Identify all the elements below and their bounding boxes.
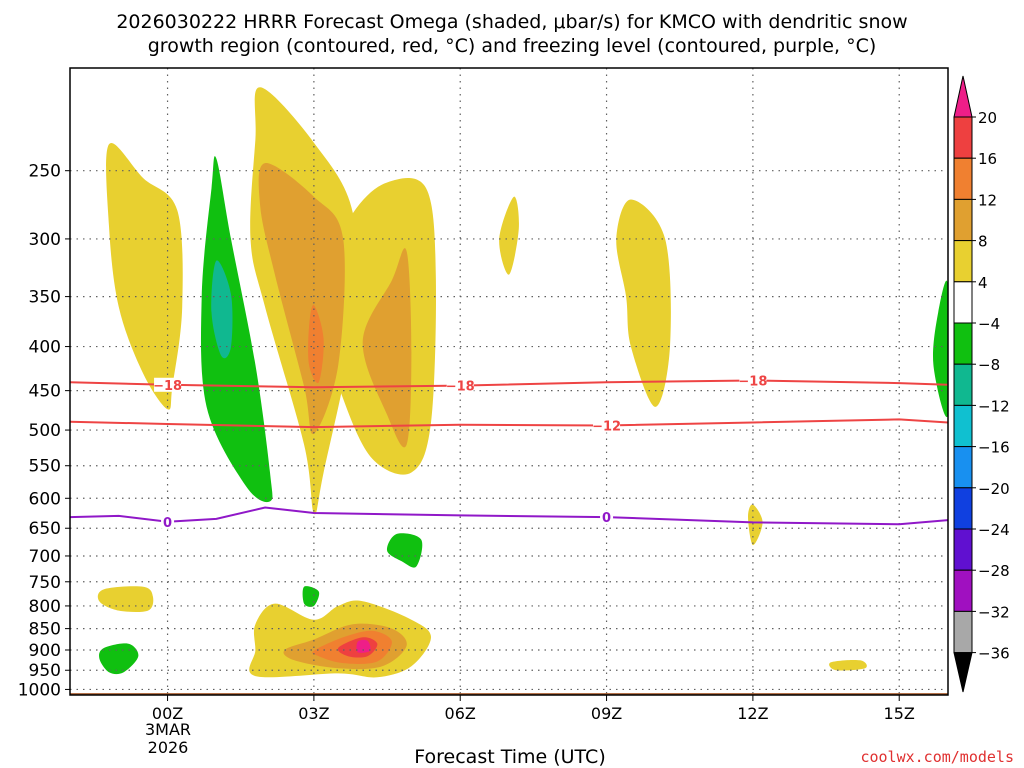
dgz-minus18-label-1: −18	[446, 380, 475, 395]
colorbar-segment-5	[953, 322, 973, 365]
colorbar-label-3: 8	[978, 233, 988, 251]
colorbar-label-13: −36	[978, 645, 1010, 663]
x-tick-label-15Z: 15Z	[884, 704, 915, 723]
y-tick-label-400: 400	[29, 338, 61, 358]
colorbar-segment-10	[953, 528, 973, 571]
omega-blob-13	[386, 533, 423, 568]
colorbar-top-arrow	[953, 75, 973, 118]
dgz-minus18-label-bg-1	[446, 378, 474, 393]
colorbar-segment-7	[953, 404, 973, 448]
dgz-minus12-line	[70, 418, 948, 429]
x-tick-label-00Z: 00Z	[152, 704, 183, 723]
omega-blob-9	[499, 196, 519, 275]
dgz-minus18-label-2: −18	[738, 375, 767, 390]
dgz-minus18-label-bg-2	[739, 373, 767, 388]
y-tick-label-300: 300	[29, 230, 61, 250]
colorbar-label-0: 20	[978, 109, 997, 127]
y-tick-label-950: 950	[29, 661, 61, 681]
colorbar-segment-11	[953, 569, 973, 612]
colorbar-segment-8	[953, 446, 973, 489]
colorbar-segment-2	[953, 198, 973, 242]
dgz-minus12-label-bg-0	[593, 418, 621, 433]
y-tick-label-1000: 1000	[18, 680, 61, 700]
colorbar-label-12: −32	[978, 603, 1010, 621]
omega-blob-21	[356, 639, 371, 653]
freezing-level-0-label-bg-0	[161, 514, 175, 529]
freezing-level-0-label-bg-1	[600, 510, 614, 525]
omega-blob-12	[933, 280, 948, 418]
omega-blob-15	[99, 643, 139, 675]
plot-area: −18 −18 −18 −12 0 0	[69, 67, 949, 696]
colorbar-segment-1	[953, 157, 973, 200]
colorbar-label-10: −24	[978, 521, 1010, 539]
y-axis: 2503003504004505005506006507007508008509…	[18, 162, 70, 700]
colorbar-segment-4	[953, 281, 973, 324]
colorbar-label-4: 4	[978, 274, 988, 292]
chart-title-line-1: 2026030222 HRRR Forecast Omega (shaded, …	[116, 11, 907, 33]
credit-label: coolwx.com/models	[860, 748, 1014, 766]
x-axis-title: Forecast Time (UTC)	[414, 746, 605, 768]
omega-blob-14	[97, 586, 154, 613]
omega-shading	[97, 87, 948, 678]
omega-blob-3	[211, 260, 233, 359]
y-tick-label-700: 700	[29, 547, 61, 567]
y-tick-label-450: 450	[29, 382, 61, 402]
omega-blob-7	[362, 248, 412, 448]
colorbar-segment-6	[953, 363, 973, 406]
date-label-year: 2026	[148, 738, 189, 757]
terrain-ground	[70, 693, 948, 695]
freezing-level-0-label-0: 0	[163, 516, 172, 531]
colorbar-segment-3	[953, 240, 973, 283]
y-tick-label-500: 500	[29, 421, 61, 441]
contour-lines: −18 −18 −18 −12 0 0	[70, 373, 948, 531]
colorbar-label-2: 12	[978, 191, 997, 209]
x-tick-label-09Z: 09Z	[591, 704, 622, 723]
dgz-minus18-line	[70, 379, 948, 389]
omega-blob-10	[616, 199, 671, 407]
y-tick-label-600: 600	[29, 489, 61, 509]
chart-title-line-2: growth region (contoured, red, °C) and f…	[148, 35, 877, 57]
omega-blob-1	[106, 142, 183, 410]
y-tick-label-750: 750	[29, 573, 61, 593]
y-tick-label-650: 650	[29, 519, 61, 539]
dgz-minus12-label-0: −12	[592, 420, 621, 435]
colorbar-label-9: −20	[978, 480, 1010, 498]
date-label-day: 3MAR	[145, 720, 191, 739]
colorbar-segment-0	[953, 116, 973, 159]
omega-blob-8	[308, 304, 324, 384]
freezing-level-0-label-1: 0	[602, 511, 611, 526]
colorbar-label-8: −16	[978, 439, 1010, 457]
y-tick-label-350: 350	[29, 288, 61, 308]
omega-blob-2	[200, 156, 273, 503]
y-tick-label-850: 850	[29, 620, 61, 640]
colorbar: 20 16 12 8 4 −4 −8 −12 −16 −20 −24 −28 −32 −36	[953, 75, 1010, 693]
colorbar-segment-9	[953, 487, 973, 530]
y-tick-label-800: 800	[29, 597, 61, 617]
x-axis: 00Z 03Z 06Z 09Z 12Z 15Z	[152, 695, 915, 723]
x-tick-label-12Z: 12Z	[737, 704, 768, 723]
colorbar-label-5: −4	[978, 315, 1000, 333]
freezing-level-0-line	[70, 506, 948, 526]
plot-frame	[69, 67, 949, 696]
x-tick-label-06Z: 06Z	[445, 704, 476, 723]
colorbar-label-6: −8	[978, 356, 1000, 374]
omega-blob-6	[258, 163, 345, 435]
date-label: 3MAR 2026	[145, 720, 191, 757]
colorbar-label-7: −12	[978, 397, 1010, 415]
colorbar-label-11: −28	[978, 562, 1010, 580]
colorbar-bottom-arrow	[953, 652, 973, 693]
y-tick-label-550: 550	[29, 457, 61, 477]
dgz-minus18-label-0: −18	[153, 379, 182, 394]
x-tick-label-03Z: 03Z	[298, 704, 329, 723]
chart-title: 2026030222 HRRR Forecast Omega (shaded, …	[116, 11, 907, 57]
omega-blob-16	[302, 586, 320, 607]
dgz-minus18-label-bg-0	[154, 377, 182, 392]
omega-blob-22	[829, 659, 867, 671]
colorbar-segment-12	[953, 610, 973, 654]
y-tick-label-250: 250	[29, 162, 61, 182]
omega-blob-11	[748, 504, 763, 546]
y-tick-label-900: 900	[29, 641, 61, 661]
colorbar-label-1: 16	[978, 150, 997, 168]
